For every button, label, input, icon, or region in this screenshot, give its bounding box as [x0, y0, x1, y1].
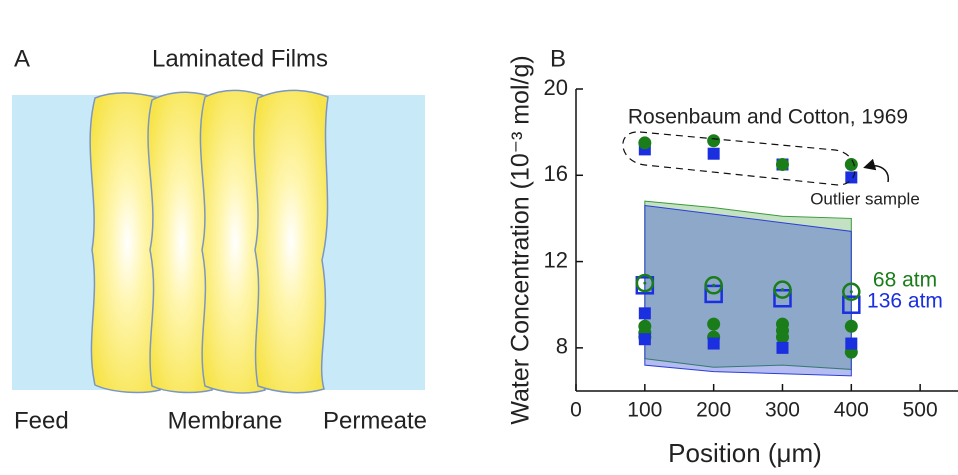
point: [845, 171, 858, 184]
point: [638, 307, 651, 320]
point: [638, 136, 652, 150]
point: [842, 282, 861, 302]
permeate-label: Permeate: [323, 407, 427, 434]
band: [644, 204, 852, 377]
panel-a: A Laminated Films Feed Membrane Permeate: [12, 45, 427, 434]
panel-label: B: [550, 45, 566, 72]
membrane-label: Membrane: [168, 407, 283, 434]
point: [707, 317, 721, 331]
point: [707, 134, 721, 148]
point: [844, 158, 858, 171]
outlier-outline: [622, 131, 856, 186]
point: [776, 341, 789, 354]
y-tick-label: 8: [556, 334, 568, 359]
point-center: [849, 290, 853, 294]
point: [844, 319, 858, 333]
point-center: [780, 288, 784, 292]
x-tick-label: 300: [765, 399, 800, 422]
film: [253, 89, 329, 394]
x-tick-label: 400: [834, 399, 869, 422]
x-tick-label: 100: [627, 399, 662, 422]
point: [638, 333, 651, 346]
panel-b: B Position (μm) Water Concentration (10⁻…: [507, 45, 958, 468]
point: [842, 295, 861, 314]
panel-label: A: [14, 45, 30, 72]
y-axis-label: Water Concentration (10⁻³ mol/g): [507, 55, 535, 424]
legend-entry: 68 atm: [873, 269, 937, 292]
x-axis-label: Position (μm): [668, 438, 822, 468]
y-tick-label: 12: [544, 247, 568, 272]
point: [845, 337, 858, 350]
point: [775, 158, 789, 171]
outlier-arrow: [863, 158, 889, 183]
point: [775, 330, 789, 344]
x-tick-label: 500: [903, 399, 938, 422]
x-tick-label: 0: [570, 399, 582, 422]
point: [635, 273, 655, 293]
annotation: Outlier sample: [810, 189, 920, 208]
annotation: Rosenbaum and Cotton, 1969: [628, 106, 908, 129]
point: [704, 276, 723, 295]
point-center: [712, 283, 716, 287]
x-tick-label: 200: [696, 399, 731, 422]
y-tick-label: 16: [544, 161, 568, 186]
y-tick-label: 20: [544, 75, 568, 100]
point: [707, 337, 720, 350]
point: [773, 280, 792, 299]
legend-entry: 136 atm: [867, 290, 943, 313]
feed-label: Feed: [14, 407, 69, 434]
point-center: [643, 281, 647, 285]
point: [707, 147, 720, 160]
panel-title: Laminated Films: [152, 45, 328, 72]
